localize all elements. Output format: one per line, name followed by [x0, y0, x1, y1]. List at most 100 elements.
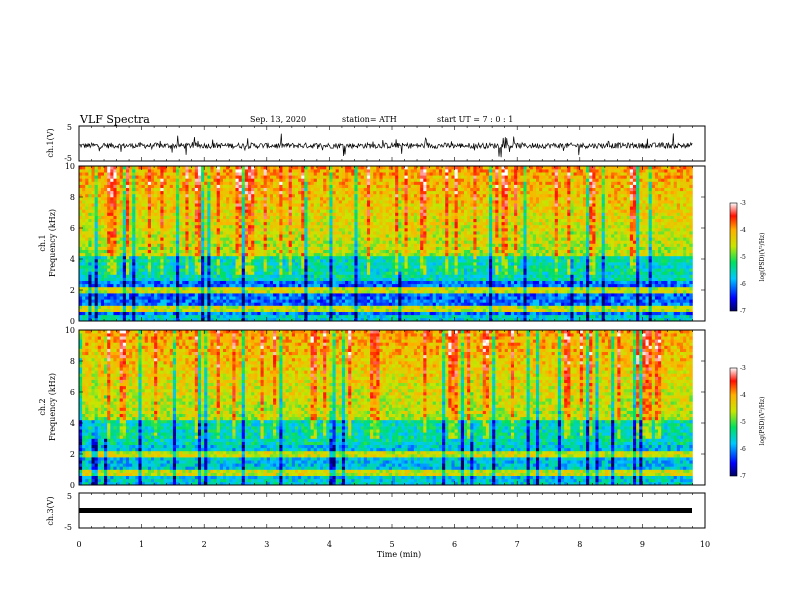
spectrogram-cell — [216, 286, 221, 291]
spectrogram-cell — [257, 184, 261, 188]
spectrogram-cell — [276, 262, 280, 266]
spectrogram-cell — [107, 277, 111, 281]
spectrogram-cell — [85, 255, 89, 260]
spectrogram-cell — [116, 206, 120, 210]
spectrogram-cell — [257, 243, 261, 247]
spectrogram-cell — [298, 197, 302, 201]
spectrogram-cell — [222, 240, 227, 244]
spectrogram-cell — [201, 175, 205, 179]
spectrogram-cell — [338, 280, 343, 285]
spectrogram-cell — [354, 218, 358, 223]
spectrogram-cell — [310, 224, 315, 229]
spectrogram-cell — [354, 243, 358, 247]
spectrogram-cell — [357, 178, 361, 182]
spectrogram-cell — [229, 283, 233, 288]
spectrogram-cell — [141, 187, 146, 192]
spectrogram-cell — [304, 305, 308, 309]
spectrogram-cell — [373, 228, 377, 232]
spectrogram-cell — [382, 305, 387, 309]
spectrogram-cell — [269, 255, 274, 260]
spectrogram-cell — [382, 200, 387, 204]
spectrogram-cell — [176, 215, 180, 219]
spectrogram-cell — [176, 293, 180, 297]
spectrogram-cell — [94, 234, 99, 238]
spectrogram-cell — [160, 246, 164, 250]
spectrogram-cell — [150, 187, 155, 192]
spectrogram-cell — [382, 224, 387, 229]
spectrogram-cell — [307, 231, 311, 235]
spectrogram-cell — [88, 200, 92, 204]
spectrogram-cell — [129, 249, 133, 254]
spectrogram-cell — [163, 314, 167, 319]
spectrogram-cell — [257, 252, 261, 257]
spectrogram-cell — [332, 268, 336, 272]
spectrogram-cell — [82, 274, 86, 278]
spectrogram-cell — [351, 221, 355, 226]
spectrogram-cell — [326, 252, 330, 257]
spectrogram-cell — [254, 274, 258, 278]
spectrogram-cell — [351, 296, 355, 300]
spectrogram-cell — [257, 246, 261, 250]
spectrogram-cell — [357, 212, 361, 216]
spectrogram-cell — [307, 175, 311, 179]
spectrogram-cell — [351, 314, 355, 319]
spectrogram-cell — [232, 274, 236, 278]
spectrogram-cell — [251, 215, 255, 219]
spectrogram-cell — [244, 215, 249, 219]
spectrogram-cell — [241, 193, 246, 198]
spectrogram-cell — [266, 197, 271, 201]
spectrogram-cell — [210, 172, 214, 176]
spectrogram-cell — [376, 187, 380, 192]
spectrogram-cell — [182, 218, 186, 223]
spectrogram-cell — [276, 243, 280, 247]
spectrogram-cell — [213, 181, 218, 185]
spectrogram-cell — [332, 252, 336, 257]
spectrogram-cell — [82, 286, 86, 291]
spectrogram-cell — [207, 283, 211, 288]
spectrogram-cell — [82, 193, 86, 198]
spectrogram-cell — [166, 277, 171, 281]
spectrogram-cell — [154, 274, 158, 278]
spectrogram-cell — [388, 302, 393, 306]
spectrogram-cell — [116, 224, 120, 229]
spectrogram-cell — [354, 317, 358, 322]
spectrogram-cell — [138, 200, 142, 204]
spectrogram-cell — [260, 224, 264, 229]
spectrogram-cell — [254, 209, 258, 213]
spectrogram-cell — [100, 172, 105, 176]
spectrogram-cell — [385, 221, 390, 226]
spectrogram-cell — [226, 221, 230, 226]
spectrogram-cell — [285, 203, 290, 207]
spectrogram-cell — [370, 274, 374, 278]
spectrogram-cell — [147, 228, 152, 232]
spectrogram-cell — [138, 311, 142, 316]
spectrogram-cell — [150, 181, 155, 185]
spectrogram-cell — [201, 224, 205, 229]
spectrogram-cell — [279, 172, 283, 176]
spectrogram-cell — [385, 271, 390, 275]
spectrogram-cell — [194, 308, 199, 312]
spectrogram-cell — [125, 277, 130, 281]
spectrogram-cell — [213, 268, 218, 272]
spectrogram-cell — [201, 311, 205, 316]
spectrogram-cell — [235, 169, 239, 173]
spectrogram-cell — [376, 290, 380, 294]
spectrogram-cell — [235, 277, 239, 281]
spectrogram-cell — [110, 215, 114, 219]
spectrogram-cell — [266, 209, 271, 213]
spectrogram-cell — [188, 209, 192, 213]
spectrogram-cell — [176, 299, 180, 303]
spectrogram-cell — [176, 193, 180, 198]
spectrogram-cell — [119, 190, 124, 195]
spectrogram-cell — [138, 215, 142, 219]
spectrogram-cell — [201, 166, 205, 170]
spectrogram-cell — [91, 246, 95, 250]
spectrogram-cell — [163, 184, 167, 188]
spectrogram-cell — [238, 308, 243, 312]
spectrogram-cell — [260, 175, 264, 179]
spectrogram-cell — [154, 262, 158, 266]
spectrogram-cell — [335, 317, 340, 322]
spectrogram-cell — [169, 255, 174, 260]
spectrogram-cell — [163, 215, 167, 219]
spectrogram-cell — [147, 231, 152, 235]
